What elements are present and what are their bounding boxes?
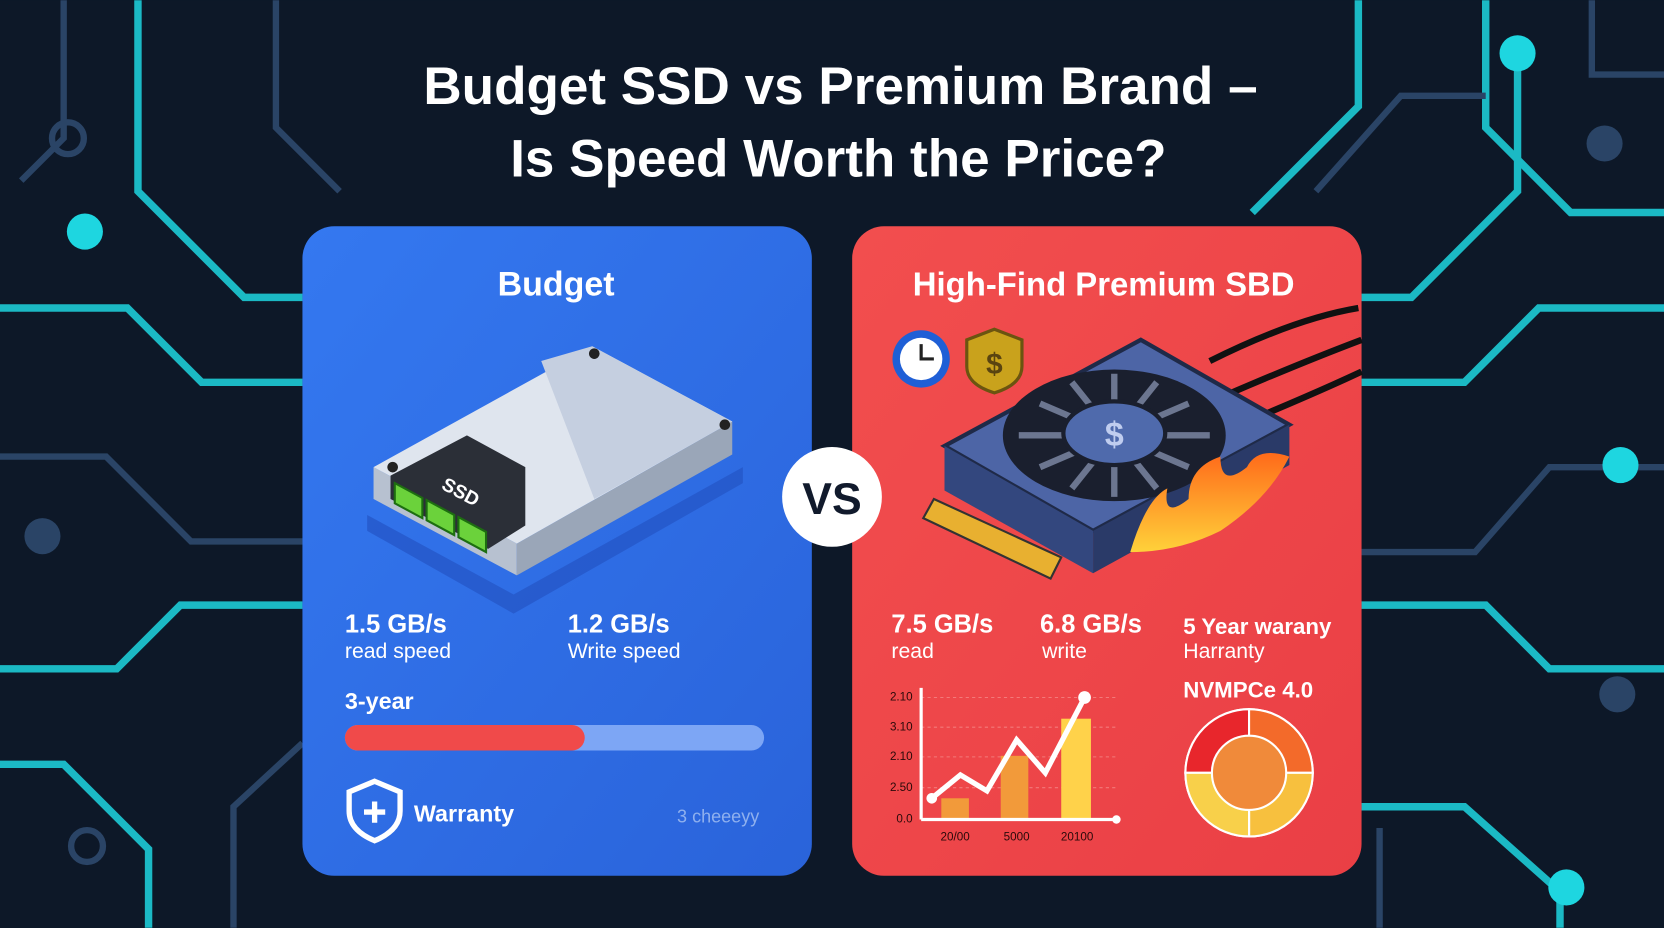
stat-value: 6.8 GB/s: [1040, 611, 1142, 639]
y-tick-label: 0.0: [896, 813, 913, 826]
stat-label: read speed: [345, 640, 451, 663]
mini-chart: [919, 687, 1121, 824]
stat-label: Harranty: [1183, 640, 1265, 663]
y-tick-label: 2.10: [890, 750, 913, 763]
footnote: 3 cheeeyy: [677, 807, 759, 827]
svg-text:$: $: [1105, 416, 1124, 454]
warranty-years: 3-year: [345, 688, 414, 714]
shield-icon: [346, 778, 403, 844]
dollar-shield-icon: $: [965, 327, 1024, 395]
stat-value: 5 Year warany: [1183, 614, 1332, 639]
stat-value: 1.5 GB/s: [345, 611, 447, 639]
card-heading: Budget: [498, 265, 615, 303]
clock-icon: [892, 330, 950, 388]
y-tick-label: 3.10: [890, 720, 913, 733]
stat-label: Write speed: [568, 640, 681, 663]
premium-ssd-illustration: $: [921, 304, 1363, 581]
stat-value: 1.2 GB/s: [568, 611, 670, 639]
warranty-label: Warranty: [414, 801, 514, 827]
x-tick-label: 20100: [1061, 831, 1094, 844]
circuit-nodes: [24, 35, 1639, 906]
x-tick-label: 5000: [1004, 831, 1030, 844]
vs-label: VS: [802, 475, 861, 524]
vs-badge: [782, 447, 882, 547]
title: Is Speed Worth the Price?: [510, 129, 1166, 188]
stat-value: 7.5 GB/s: [891, 611, 993, 639]
y-tick-label: 2.50: [890, 781, 913, 794]
stat-label: write: [1041, 640, 1087, 663]
mini-chart-labels: 2.10 3.10 2.10 2.50 0.0 20/00 5000 20100: [890, 691, 1094, 844]
svg-text:$: $: [986, 348, 1003, 381]
progress-fill: [344, 725, 585, 751]
donut-gauge: [1184, 708, 1314, 838]
title: Budget SSD vs Premium Brand –: [423, 57, 1257, 116]
interface: NVMPCe 4.0: [1183, 677, 1313, 702]
shield-plus: [364, 801, 386, 823]
stat-label: read: [891, 640, 933, 663]
x-tick-label: 20/00: [941, 831, 971, 844]
ssd-illustration: SSD: [367, 346, 743, 614]
y-tick-label: 2.10: [890, 691, 913, 704]
card-heading: High-Find Premium SBD: [913, 265, 1295, 302]
